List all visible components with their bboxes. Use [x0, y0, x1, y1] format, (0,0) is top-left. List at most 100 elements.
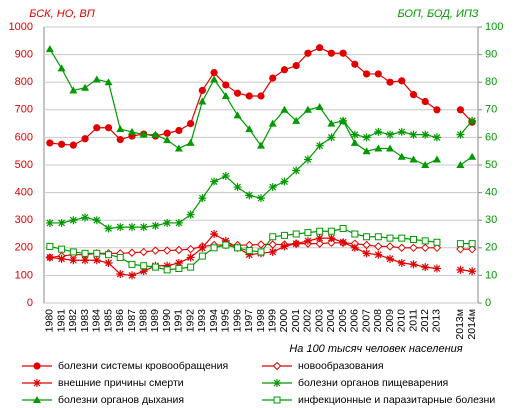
- marker: [81, 213, 90, 222]
- marker: [92, 216, 101, 225]
- marker: [409, 155, 418, 163]
- marker: [151, 246, 160, 255]
- marker: [280, 105, 289, 113]
- y2-axis-label: БОП, БОД, ИПЗ: [397, 8, 478, 20]
- marker: [280, 177, 289, 186]
- marker: [363, 233, 371, 241]
- marker: [174, 245, 184, 255]
- marker: [456, 265, 465, 274]
- marker: [468, 152, 477, 160]
- marker: [409, 236, 417, 244]
- marker: [362, 147, 371, 155]
- marker: [398, 77, 406, 85]
- x-tick-label: 2005: [337, 309, 349, 333]
- marker: [433, 238, 441, 246]
- marker: [81, 249, 89, 257]
- marker: [456, 240, 464, 248]
- marker: [409, 91, 418, 99]
- y2-tick-label: 70: [485, 104, 497, 116]
- marker: [116, 125, 125, 133]
- marker: [386, 78, 394, 86]
- x-tick-label: 2004: [325, 309, 337, 333]
- marker: [339, 238, 348, 247]
- y-tick-label: 200: [15, 242, 33, 254]
- marker: [327, 234, 336, 243]
- x-tick-label: 2002: [302, 309, 314, 333]
- marker: [198, 243, 207, 252]
- marker: [104, 124, 113, 132]
- marker: [339, 224, 347, 232]
- x-tick-label: 2003: [313, 309, 325, 333]
- marker: [186, 138, 195, 146]
- marker: [398, 234, 406, 242]
- marker: [245, 125, 254, 133]
- marker: [139, 130, 148, 138]
- marker: [268, 119, 277, 127]
- x-tick-label: 1997: [243, 309, 255, 333]
- marker: [151, 130, 160, 138]
- marker: [198, 252, 206, 260]
- y-tick-label: 500: [15, 159, 33, 171]
- marker: [92, 256, 101, 265]
- marker: [210, 230, 219, 238]
- x-tick-label: 1989: [149, 309, 161, 333]
- marker: [421, 243, 430, 253]
- marker: [69, 141, 77, 149]
- marker: [93, 124, 101, 132]
- x-tick-label: 1999: [267, 309, 279, 333]
- marker: [421, 97, 429, 106]
- legend-label: болезни органов дыхания: [58, 394, 184, 406]
- marker: [315, 103, 324, 111]
- marker: [362, 240, 371, 250]
- x-tick-label: 1983: [79, 309, 91, 333]
- marker: [245, 92, 253, 100]
- marker: [198, 194, 207, 203]
- marker: [104, 258, 113, 267]
- marker: [272, 361, 282, 371]
- marker: [468, 116, 477, 125]
- legend-label: новообразования: [298, 360, 384, 372]
- marker: [81, 83, 90, 91]
- marker: [456, 106, 465, 114]
- marker: [304, 229, 312, 237]
- y2-tick-label: 50: [485, 159, 497, 171]
- marker: [409, 130, 418, 139]
- marker: [292, 62, 300, 70]
- marker: [221, 92, 230, 99]
- marker: [467, 244, 477, 254]
- marker: [468, 240, 476, 248]
- marker: [174, 218, 183, 227]
- x-tick-label: 2009: [384, 309, 396, 333]
- marker: [432, 264, 441, 273]
- marker: [397, 127, 406, 136]
- marker: [327, 227, 335, 235]
- marker: [116, 223, 125, 232]
- marker: [292, 239, 301, 248]
- marker: [222, 81, 230, 89]
- marker: [127, 223, 136, 232]
- legend-label: болезни органов пищеварения: [298, 377, 448, 389]
- marker: [456, 244, 465, 254]
- marker: [257, 194, 265, 203]
- y2-tick-label: 90: [485, 49, 497, 61]
- marker: [57, 64, 66, 72]
- marker: [58, 245, 66, 253]
- marker: [163, 218, 172, 227]
- marker: [257, 92, 265, 100]
- legend-label: болезни системы кровообращения: [58, 360, 228, 372]
- marker: [128, 260, 136, 268]
- marker: [105, 251, 113, 259]
- marker: [139, 247, 148, 257]
- marker: [292, 116, 301, 124]
- marker: [104, 224, 113, 233]
- marker: [245, 250, 254, 259]
- marker: [127, 248, 137, 257]
- marker: [233, 111, 242, 119]
- marker: [374, 233, 382, 241]
- marker: [162, 246, 172, 255]
- marker: [69, 248, 77, 256]
- x-tick-label: 1998: [255, 309, 267, 333]
- x-tick-label: 2013м: [454, 309, 466, 340]
- marker: [269, 233, 277, 241]
- marker: [292, 166, 301, 175]
